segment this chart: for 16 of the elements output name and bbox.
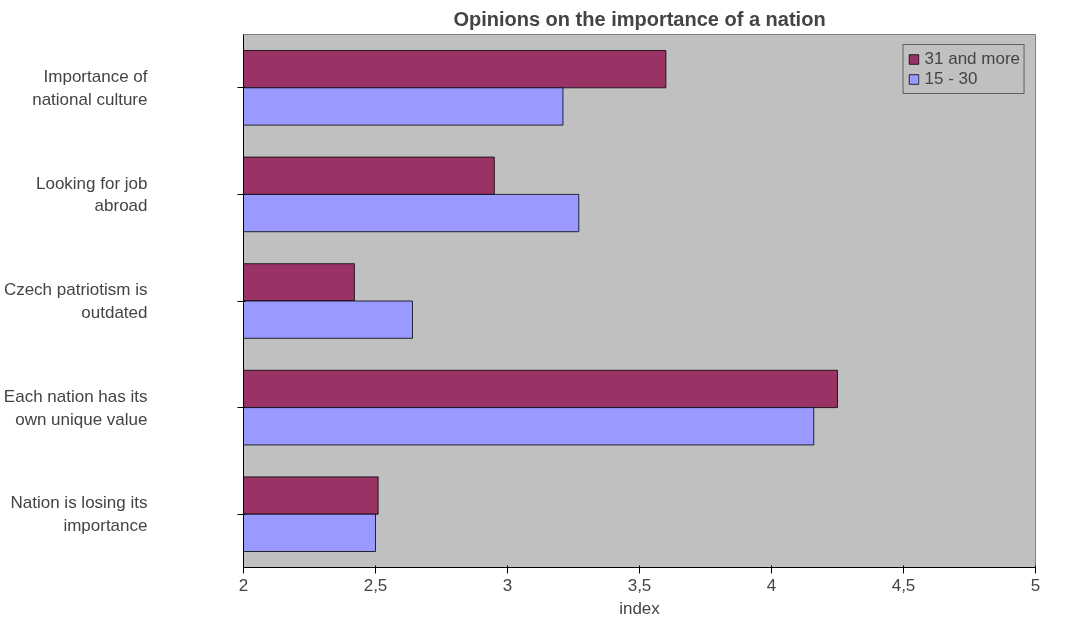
x-tick-label: 5 bbox=[1030, 575, 1041, 595]
chart-title: Opinions on the importance of a nation bbox=[453, 7, 826, 30]
x-axis-title: index bbox=[619, 598, 661, 618]
x-tick-label: 3,5 bbox=[627, 575, 652, 595]
legend-label: 15 - 30 bbox=[924, 69, 978, 89]
y-tick-label: Looking for job abroad bbox=[35, 173, 148, 216]
x-tick-label: 4 bbox=[766, 575, 777, 595]
x-tick-label: 3 bbox=[502, 575, 513, 595]
y-tick-label: Czech patriotism is outdated bbox=[3, 280, 148, 322]
x-tick-label: 2 bbox=[238, 575, 249, 595]
x-tick-label: 4,5 bbox=[891, 575, 916, 595]
legend-label: 31 and more bbox=[924, 49, 1020, 69]
y-tick-label: Importance of national culture bbox=[32, 66, 148, 109]
y-tick-label: Each nation has its own unique value bbox=[3, 386, 148, 429]
x-tick-label: 2,5 bbox=[363, 575, 388, 595]
y-tick-label: Nation is losing its importance bbox=[10, 493, 148, 536]
